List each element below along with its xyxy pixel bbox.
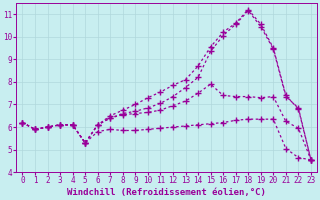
X-axis label: Windchill (Refroidissement éolien,°C): Windchill (Refroidissement éolien,°C) xyxy=(67,188,266,197)
